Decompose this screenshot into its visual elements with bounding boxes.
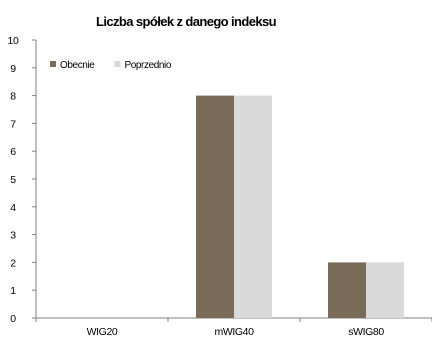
x-tick-label: sWIG80: [348, 326, 384, 338]
y-axis: 0 1 2 3 4 5 6 7 8 9 10: [8, 35, 37, 325]
y-tick-label: 5: [10, 174, 16, 186]
y-tick-label: 10: [8, 35, 19, 47]
bar: [366, 262, 404, 318]
legend-label: Obecnie: [60, 60, 95, 71]
bar: [234, 95, 272, 318]
legend-label: Poprzednio: [124, 60, 171, 71]
y-tick-label: 2: [10, 257, 16, 269]
y-tick-label: 6: [10, 146, 16, 158]
legend-swatch: [50, 61, 56, 67]
legend-swatch: [114, 61, 121, 67]
x-axis: WIG20 mWIG40 sWIG80: [35, 317, 432, 338]
x-tick-label: WIG20: [87, 326, 118, 338]
y-tick-label: 3: [10, 230, 16, 242]
y-tick-label: 7: [10, 118, 16, 130]
y-tick-label: 4: [10, 202, 16, 214]
bars: [196, 95, 404, 318]
legend: Obecnie Poprzednio: [50, 60, 172, 71]
y-tick-label: 1: [10, 285, 16, 297]
y-tick-label: 8: [10, 91, 16, 103]
y-tick-label: 9: [10, 63, 16, 75]
x-tick-label: mWIG40: [214, 326, 254, 338]
bar: [196, 95, 234, 318]
y-tick-label: 0: [10, 313, 16, 325]
bar: [328, 262, 366, 318]
chart-title: Liczba spółek z danego indeksu: [96, 14, 277, 29]
